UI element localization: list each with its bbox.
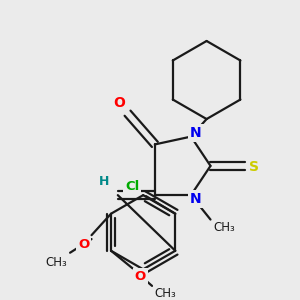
Text: CH₃: CH₃: [46, 256, 67, 269]
Text: N: N: [190, 192, 202, 206]
Text: O: O: [113, 96, 125, 110]
Text: O: O: [78, 238, 89, 251]
Text: O: O: [135, 270, 146, 283]
Text: S: S: [249, 160, 260, 174]
Text: CH₃: CH₃: [213, 221, 235, 234]
Text: Cl: Cl: [125, 180, 140, 193]
Text: H: H: [99, 175, 109, 188]
Text: N: N: [190, 126, 202, 140]
Text: CH₃: CH₃: [155, 287, 177, 300]
